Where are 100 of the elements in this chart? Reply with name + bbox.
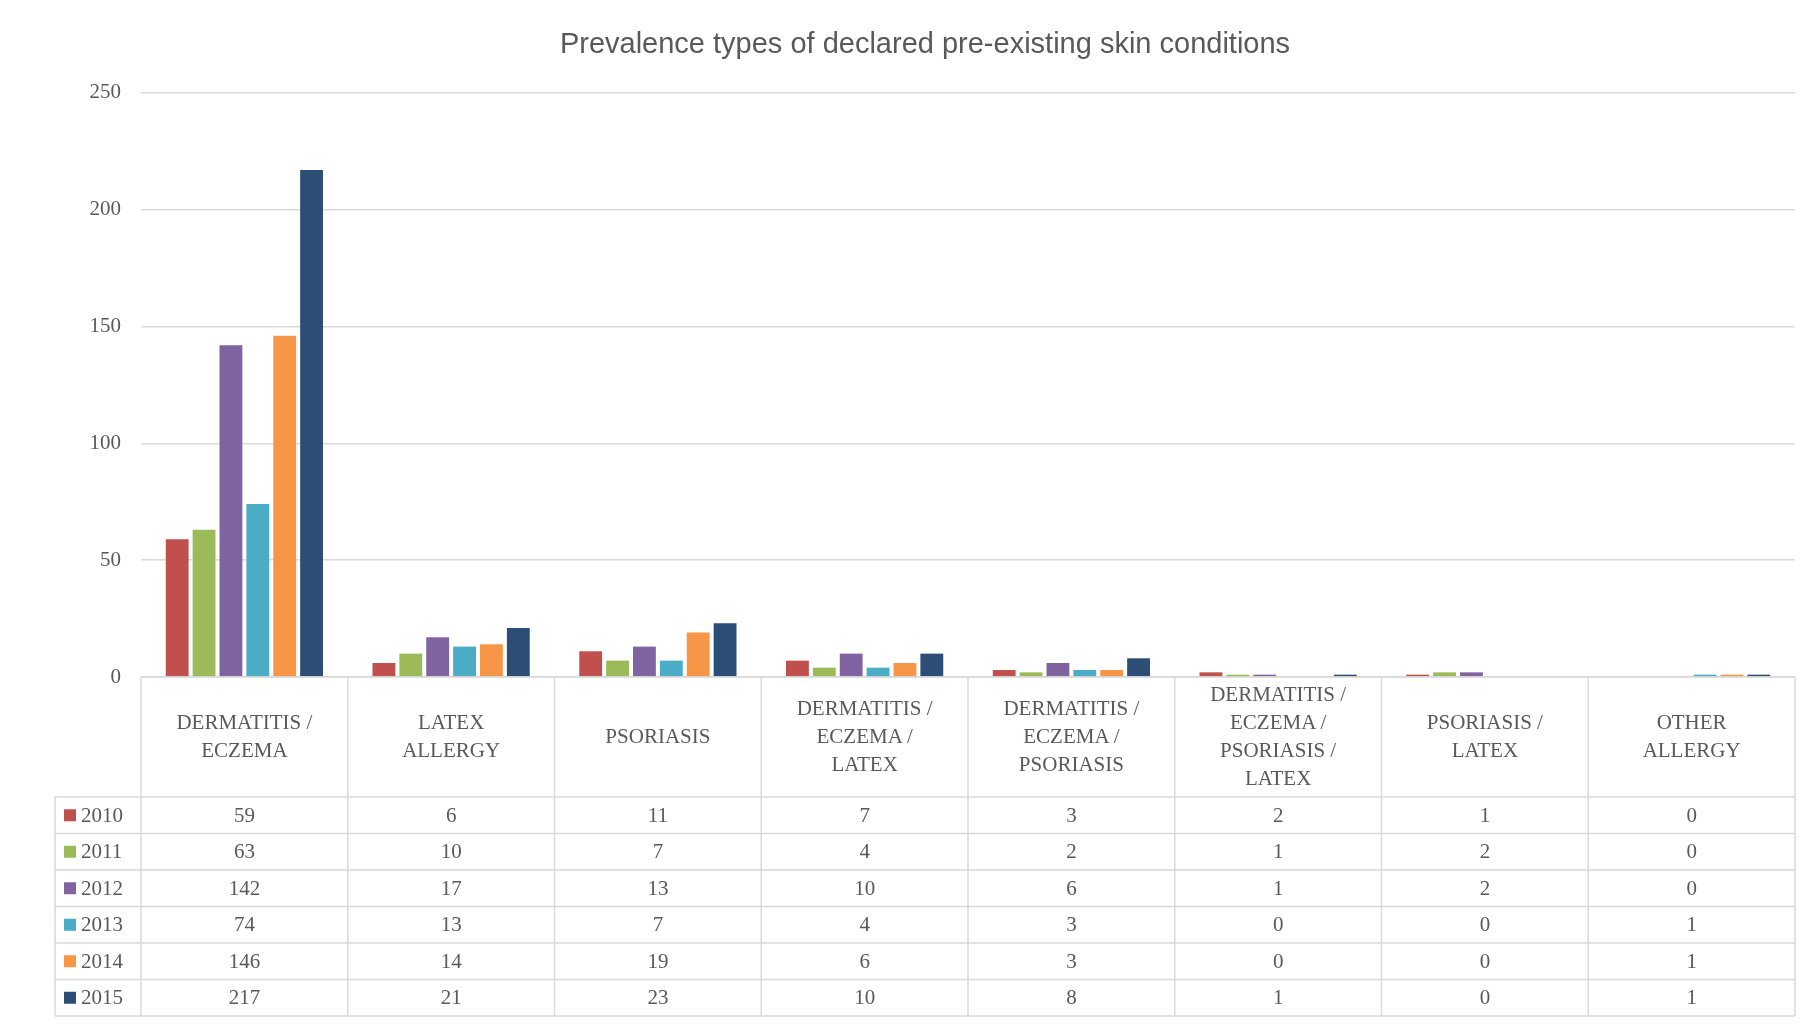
bar — [1073, 669, 1097, 677]
data-label: 0 — [1686, 839, 1697, 864]
x-tick-label: OTHER ALLERGY — [1642, 709, 1741, 762]
bar — [1460, 672, 1483, 677]
bar — [219, 345, 243, 677]
bar — [426, 637, 450, 677]
legend-label: 2014 — [81, 948, 124, 973]
data-label: 13 — [647, 875, 669, 900]
legend-label: 2012 — [81, 875, 123, 900]
bar — [480, 644, 503, 677]
bar — [372, 662, 396, 677]
data-label: 0 — [1272, 912, 1284, 937]
data-label: 19 — [647, 948, 669, 973]
y-tick-label: 50 — [100, 546, 121, 571]
x-tick-label: DERMATITIS / ECZEMA / PSORIASIS — [1003, 695, 1140, 776]
data-label: 59 — [233, 802, 255, 827]
data-label: 0 — [1272, 948, 1284, 973]
bar — [273, 335, 297, 677]
data-label: 1 — [1272, 985, 1284, 1010]
bar — [1019, 672, 1043, 677]
bar — [713, 623, 737, 677]
data-label: 2 — [1272, 802, 1284, 827]
bar — [506, 627, 530, 677]
data-label: 4 — [859, 839, 871, 864]
x-tick-label: DERMATITIS / ECZEMA / PSORIASIS / LATEX — [1210, 681, 1347, 790]
data-label: 14 — [440, 948, 463, 973]
data-label: 1 — [1479, 802, 1491, 827]
data-label: 10 — [854, 985, 876, 1010]
data-label: 21 — [440, 985, 462, 1010]
data-label: 146 — [228, 948, 261, 973]
y-tick-label: 200 — [89, 196, 121, 221]
data-label: 2 — [1479, 875, 1491, 900]
data-label: 10 — [440, 839, 462, 864]
data-label: 3 — [1066, 802, 1077, 827]
data-label: 0 — [1479, 948, 1491, 973]
data-label: 63 — [233, 839, 255, 864]
data-label: 23 — [647, 985, 669, 1010]
bar — [1199, 672, 1223, 677]
y-tick-label: 0 — [110, 663, 121, 688]
data-label: 1 — [1272, 875, 1284, 900]
bar — [992, 669, 1016, 677]
chart-title: Prevalence types of declared pre-existing skin conditions — [559, 27, 1291, 60]
data-label: 142 — [228, 875, 261, 900]
data-label: 3 — [1066, 912, 1077, 937]
legend-label: 2013 — [81, 912, 123, 937]
data-label: 0 — [1479, 985, 1491, 1010]
data-label: 8 — [1066, 985, 1077, 1010]
data-label: 3 — [1066, 948, 1077, 973]
data-label: 11 — [647, 802, 668, 827]
data-label: 7 — [652, 912, 664, 937]
data-label: 1 — [1272, 839, 1284, 864]
data-label: 0 — [1686, 875, 1697, 900]
bar — [246, 504, 270, 677]
x-tick-label: LATEX ALLERGY — [402, 709, 501, 762]
x-tick-label: DERMATITIS / ECZEMA — [176, 709, 313, 762]
bar — [1433, 672, 1456, 677]
data-label: 7 — [652, 839, 664, 864]
y-tick-label: 150 — [89, 313, 121, 337]
data-label: 17 — [440, 875, 462, 900]
data-label: 2 — [1066, 839, 1077, 864]
bar — [659, 660, 683, 677]
data-label: 1 — [1686, 985, 1697, 1010]
data-label: 13 — [440, 912, 462, 937]
bar — [1127, 658, 1150, 677]
bar — [839, 653, 863, 677]
legend-label: 2010 — [81, 802, 123, 827]
data-label: 0 — [1479, 912, 1491, 937]
data-label: 6 — [1066, 875, 1077, 900]
data-label: 10 — [854, 875, 876, 900]
data-label: 6 — [445, 802, 457, 827]
legend-label: 2015 — [81, 985, 123, 1010]
bar — [686, 632, 710, 677]
x-tick-label: PSORIASIS / LATEX — [1426, 709, 1544, 762]
data-label: 1 — [1686, 912, 1697, 937]
data-label: 0 — [1686, 802, 1697, 827]
bar — [633, 646, 656, 677]
x-tick-label: PSORIASIS — [605, 723, 711, 748]
bar — [1100, 669, 1124, 677]
bar — [1046, 662, 1070, 677]
data-label: 6 — [859, 948, 870, 973]
bar — [786, 660, 809, 677]
data-label: 217 — [228, 985, 261, 1010]
data-label: 1 — [1686, 948, 1697, 973]
bar — [866, 667, 890, 677]
bar — [399, 653, 423, 677]
data-label: 4 — [859, 912, 871, 937]
data-label: 7 — [859, 802, 870, 827]
legend-label: 2011 — [81, 839, 123, 864]
bar — [812, 667, 836, 677]
data-label: 2 — [1479, 839, 1491, 864]
bar — [893, 662, 917, 677]
bar — [165, 539, 189, 677]
bar — [300, 169, 323, 677]
bar — [920, 653, 944, 677]
y-tick-label: 100 — [89, 429, 121, 454]
bar — [606, 660, 629, 677]
bar — [579, 651, 603, 677]
x-tick-label: DERMATITIS / ECZEMA / LATEX — [796, 695, 933, 776]
y-tick-label: 250 — [89, 79, 121, 104]
bar — [192, 529, 216, 677]
